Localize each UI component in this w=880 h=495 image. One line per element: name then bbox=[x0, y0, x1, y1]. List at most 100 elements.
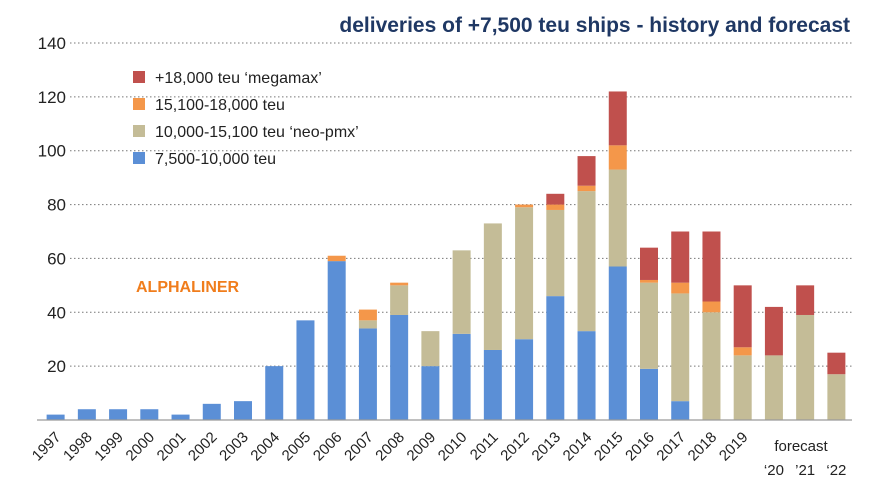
bar-segment bbox=[640, 247, 658, 280]
legend-swatch bbox=[133, 152, 145, 164]
bar-segment bbox=[546, 204, 565, 210]
bar-segment bbox=[640, 279, 658, 283]
bar-segment bbox=[452, 250, 471, 334]
bar-segment bbox=[640, 282, 658, 369]
bar-segment bbox=[515, 339, 534, 420]
legend: +18,000 teu ‘megamax’ 15,100-18,000 teu 10… bbox=[133, 70, 359, 168]
bar-segment bbox=[358, 328, 377, 420]
bar-segment bbox=[46, 414, 65, 420]
bars bbox=[46, 91, 846, 420]
bar-segment bbox=[452, 333, 471, 420]
x-tick-label: 2005 bbox=[279, 429, 315, 465]
bar-segment bbox=[671, 282, 690, 294]
x-tick-label: 1997 bbox=[29, 429, 65, 465]
x-tick-label: 2004 bbox=[247, 429, 283, 465]
bar-segment bbox=[733, 347, 752, 356]
x-tick-label: 2002 bbox=[185, 429, 221, 465]
x-tick-label: 2001 bbox=[154, 429, 190, 465]
watermark-alphaliner: ALPHALINER bbox=[136, 279, 240, 296]
bar-segment bbox=[608, 91, 627, 146]
bar-segment bbox=[640, 368, 658, 420]
x-tick-label: 2014 bbox=[560, 429, 596, 465]
y-tick-label: 120 bbox=[38, 88, 66, 107]
bar-segment bbox=[421, 331, 440, 367]
legend-label: 7,500-10,000 teu bbox=[155, 151, 276, 168]
bar-segment bbox=[327, 255, 346, 262]
chart-title: deliveries of +7,500 teu ships - history… bbox=[339, 14, 850, 37]
bar-segment bbox=[827, 374, 846, 420]
bar-segment bbox=[577, 331, 596, 420]
y-axis-ticks: 20 40 60 80 100 120 140 bbox=[38, 34, 66, 376]
bar-segment bbox=[390, 314, 409, 420]
bar-segment bbox=[608, 145, 627, 170]
bar-segment bbox=[546, 209, 565, 297]
bar-segment bbox=[546, 193, 565, 205]
x-tick-label: 1998 bbox=[60, 429, 96, 465]
bar-segment bbox=[827, 352, 846, 375]
forecast-tick-label: ‘22 bbox=[826, 462, 846, 479]
legend-label: +18,000 teu ‘megamax’ bbox=[155, 70, 322, 87]
bar-segment bbox=[358, 320, 377, 329]
legend-label: 15,100-18,000 teu bbox=[155, 97, 285, 114]
y-tick-label: 100 bbox=[38, 142, 66, 161]
bar-segment bbox=[577, 156, 596, 186]
x-tick-label: 2015 bbox=[591, 429, 627, 465]
x-tick-label: 2000 bbox=[123, 429, 159, 465]
bar-segment bbox=[796, 285, 815, 315]
x-tick-label: 2008 bbox=[372, 429, 408, 465]
bar-segment bbox=[671, 231, 690, 283]
legend-label: 10,000-15,100 teu ‘neo-pmx’ bbox=[155, 124, 359, 141]
bar-segment bbox=[764, 306, 783, 356]
bar-segment bbox=[202, 403, 221, 420]
bar-segment bbox=[296, 320, 315, 420]
bar-segment bbox=[671, 293, 690, 402]
bar-segment bbox=[608, 266, 627, 420]
bar-segment bbox=[483, 349, 502, 420]
bar-segment bbox=[702, 312, 721, 420]
legend-swatch bbox=[133, 98, 145, 110]
bar-segment bbox=[577, 185, 596, 192]
x-tick-label: 2003 bbox=[216, 429, 252, 465]
x-axis-ticks: 1997199819992000200120022003200420052006… bbox=[29, 429, 847, 479]
x-tick-label: 2013 bbox=[529, 429, 565, 465]
bar-segment bbox=[171, 414, 190, 420]
bar-segment bbox=[764, 355, 783, 420]
bar-segment bbox=[483, 223, 502, 350]
x-tick-label: 2009 bbox=[404, 429, 440, 465]
x-tick-label: 2007 bbox=[341, 429, 377, 465]
bar-segment bbox=[265, 366, 284, 420]
y-tick-label: 60 bbox=[47, 249, 66, 268]
legend-swatch bbox=[133, 71, 145, 83]
x-tick-label: 2006 bbox=[310, 429, 346, 465]
x-tick-label: 2011 bbox=[467, 429, 502, 464]
y-tick-label: 40 bbox=[47, 303, 66, 322]
bar-segment bbox=[390, 282, 409, 286]
forecast-tick-label: ‘20 bbox=[764, 462, 784, 479]
bar-segment bbox=[77, 409, 96, 420]
bar-segment bbox=[546, 296, 565, 420]
bar-segment bbox=[577, 191, 596, 332]
x-tick-label: 2017 bbox=[653, 429, 689, 465]
y-tick-label: 80 bbox=[47, 196, 66, 215]
bar-segment bbox=[733, 355, 752, 420]
x-tick-label: 2018 bbox=[685, 429, 721, 465]
bar-segment bbox=[733, 285, 752, 348]
x-tick-label: 2010 bbox=[435, 429, 471, 465]
bar-segment bbox=[234, 401, 252, 420]
y-tick-label: 20 bbox=[47, 357, 66, 376]
forecast-tick-label: ’21 bbox=[795, 462, 815, 479]
bar-segment bbox=[608, 169, 627, 267]
bar-segment bbox=[327, 261, 346, 420]
bar-segment bbox=[515, 207, 534, 340]
x-tick-label: 1999 bbox=[91, 429, 127, 465]
y-tick-label: 140 bbox=[38, 34, 66, 53]
x-tick-label: 2012 bbox=[497, 429, 533, 465]
bar-segment bbox=[702, 301, 721, 313]
bar-segment bbox=[390, 285, 409, 315]
bar-segment bbox=[702, 231, 721, 302]
bar-segment bbox=[358, 309, 377, 321]
bar-segment bbox=[515, 204, 534, 208]
bar-segment bbox=[796, 314, 815, 420]
forecast-label: forecast bbox=[774, 438, 828, 455]
